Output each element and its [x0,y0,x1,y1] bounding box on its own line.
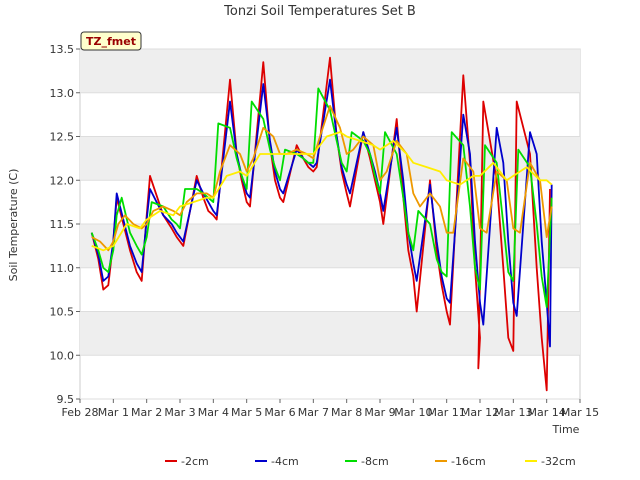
x-tick-label: Mar 11 [428,406,466,419]
x-tick-label: Mar 3 [164,406,195,419]
x-tick-label: Mar 13 [494,406,532,419]
x-tick-label: Mar 8 [331,406,362,419]
x-tick-label: Mar 6 [264,406,295,419]
series-line-8cm [90,87,553,309]
x-axis-label: Time [552,423,580,436]
x-tick-label: Mar 5 [231,406,262,419]
legend: -2cm -4cm -8cm -16cm -32cm [165,455,576,468]
y-axis-label: Soil Temperature (C) [7,169,20,282]
y-tick-label: 9.5 [57,393,75,406]
series-line-4cm [90,78,553,348]
legend-label: -16cm [451,455,486,468]
grid-band [80,311,580,356]
y-tick-label: 13.0 [50,87,75,100]
x-tick-label: Mar 4 [198,406,229,419]
legend-label: -4cm [271,455,299,468]
x-tick-label: Mar 15 [561,406,599,419]
series-line-32cm [91,131,553,252]
x-tick-label: Mar 2 [131,406,162,419]
y-axis: 9.5 10.0 10.5 11.0 11.5 12.0 12.5 13.0 13.5 [50,43,80,406]
legend-label: -32cm [541,455,576,468]
station-tag: TZ_fmet [80,31,142,51]
grid-band [80,136,580,181]
x-tick-label: Mar 1 [98,406,129,419]
x-tick-label: Mar 7 [298,406,329,419]
x-axis: Feb 28 Mar 1 Mar 2 Mar 3 Mar 4 Mar 5 Mar 6 Mar … [62,399,599,419]
legend-label: -2cm [181,455,209,468]
x-tick-label: Mar 9 [364,406,395,419]
plot-background [79,48,581,400]
y-tick-label: 12.5 [50,131,75,144]
x-tick-label: Mar 12 [461,406,499,419]
y-tick-label: 10.0 [50,349,75,362]
x-tick-label: Mar 14 [528,406,566,419]
y-tick-label: 12.0 [50,174,75,187]
station-tag-label: TZ_fmet [86,35,136,48]
y-tick-label: 11.0 [50,262,75,275]
x-tick-label: Mar 10 [394,406,432,419]
series-line-2cm [90,56,551,392]
legend-label: -8cm [361,455,389,468]
y-tick-label: 10.5 [50,306,75,319]
chart-title: Tonzi Soil Temperatures Set B [223,4,416,19]
y-tick-label: 13.5 [50,43,75,56]
series-line-16cm [91,105,553,252]
series-lines [90,56,553,392]
grid-band [80,224,580,268]
x-tick-label: Feb 28 [62,406,99,419]
station-tag-box [80,31,142,51]
y-tick-label: 11.5 [50,218,75,231]
